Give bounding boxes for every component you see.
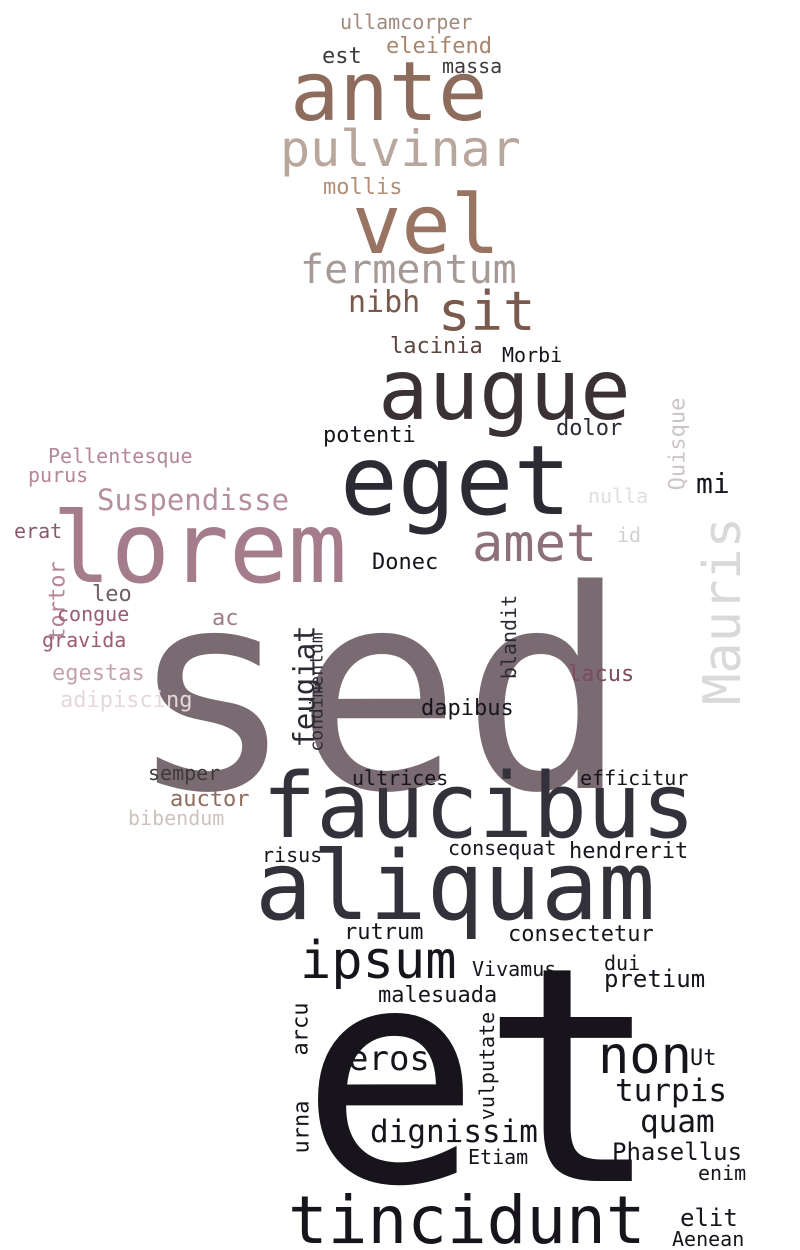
word-enim: enim [698, 1161, 747, 1185]
word-consectetur: consectetur [508, 922, 654, 947]
word-leo: leo [92, 582, 132, 607]
word-ultrices: ultrices [352, 766, 449, 790]
word-sit: sit [438, 280, 536, 343]
word-elit: elit [680, 1204, 738, 1232]
word-id: id [617, 523, 642, 547]
word-aliquam: aliquam [255, 832, 656, 942]
word-dui: dui [604, 951, 641, 975]
word-gravida: gravida [42, 628, 127, 652]
word-lacinia: lacinia [390, 334, 483, 359]
word-phasellus: Phasellus [612, 1138, 743, 1166]
word-arcu: arcu [288, 1002, 314, 1056]
word-ullamcorper: ullamcorper [340, 10, 473, 34]
word-pretium: pretium [604, 965, 706, 993]
word-donec: Donec [372, 550, 439, 575]
word-morbi: Morbi [502, 343, 563, 367]
word-eros: eros [348, 1039, 430, 1079]
word-malesuada: malesuada [378, 983, 498, 1008]
word-pulvinar: pulvinar [280, 120, 521, 178]
word-hendrerit: hendrerit [569, 839, 689, 864]
word-lacus: lacus [568, 662, 635, 687]
word-augue: augue [378, 341, 631, 439]
word-non: non [598, 1026, 692, 1086]
word-vivamus: Vivamus [472, 957, 557, 981]
word-mauris: Mauris [692, 517, 753, 705]
word-auctor: auctor [170, 787, 250, 812]
word-congue: congue [57, 602, 130, 626]
word-faucibus: faucibus [262, 754, 696, 859]
word-suspendisse: Suspendisse [97, 483, 290, 517]
word-egestas: egestas [52, 661, 145, 686]
word-tincidunt: tincidunt [288, 1182, 646, 1250]
word-eleifend: eleifend [386, 34, 492, 59]
word-blandit: blandit [497, 594, 522, 680]
word-fermentum: fermentum [300, 247, 517, 293]
word-purus: purus [28, 463, 89, 487]
word-pellentesque: Pellentesque [48, 444, 193, 468]
word-potenti: potenti [323, 423, 416, 448]
word-rutrum: rutrum [344, 920, 424, 945]
word-adipiscing: adipiscing [60, 688, 193, 713]
word-massa: massa [442, 54, 503, 78]
word-nulla: nulla [588, 484, 649, 508]
word-turpis: turpis [615, 1073, 727, 1109]
word-ante: ante [290, 45, 488, 140]
word-condimentum: condimentum [306, 632, 328, 752]
word-lorem: lorem [52, 492, 348, 606]
word-dolor: dolor [556, 416, 623, 441]
word-quam: quam [640, 1104, 715, 1140]
word-est: est [322, 44, 362, 69]
word-mollis: mollis [323, 175, 403, 200]
word-consequat: consequat [448, 836, 557, 860]
word-aenean: Aenean [672, 1227, 745, 1250]
word-semper: semper [148, 761, 221, 785]
word-sed: sed [128, 532, 629, 854]
word-bibendum: bibendum [128, 806, 225, 830]
word-vulputate: vulputate [475, 1011, 500, 1121]
word-dignissim: dignissim [370, 1114, 538, 1150]
word-ac: ac [212, 606, 239, 631]
word-et: et [300, 903, 662, 1250]
word-amet: amet [472, 514, 598, 574]
word-quisque: Quisque [665, 397, 691, 491]
word-urna: urna [289, 1100, 315, 1154]
word-risus: risus [262, 843, 323, 867]
word-mi: mi [696, 467, 730, 500]
word-efficitur: efficitur [580, 766, 689, 790]
word-nibh: nibh [348, 285, 421, 320]
word-dapibus: dapibus [421, 696, 514, 721]
word-erat: erat [14, 519, 63, 543]
word-ipsum: ipsum [300, 931, 457, 991]
word-eget: eget [340, 425, 572, 537]
word-vel: vel [352, 178, 501, 273]
word-ut: Ut [690, 1046, 717, 1071]
word-etiam: Etiam [468, 1145, 529, 1169]
